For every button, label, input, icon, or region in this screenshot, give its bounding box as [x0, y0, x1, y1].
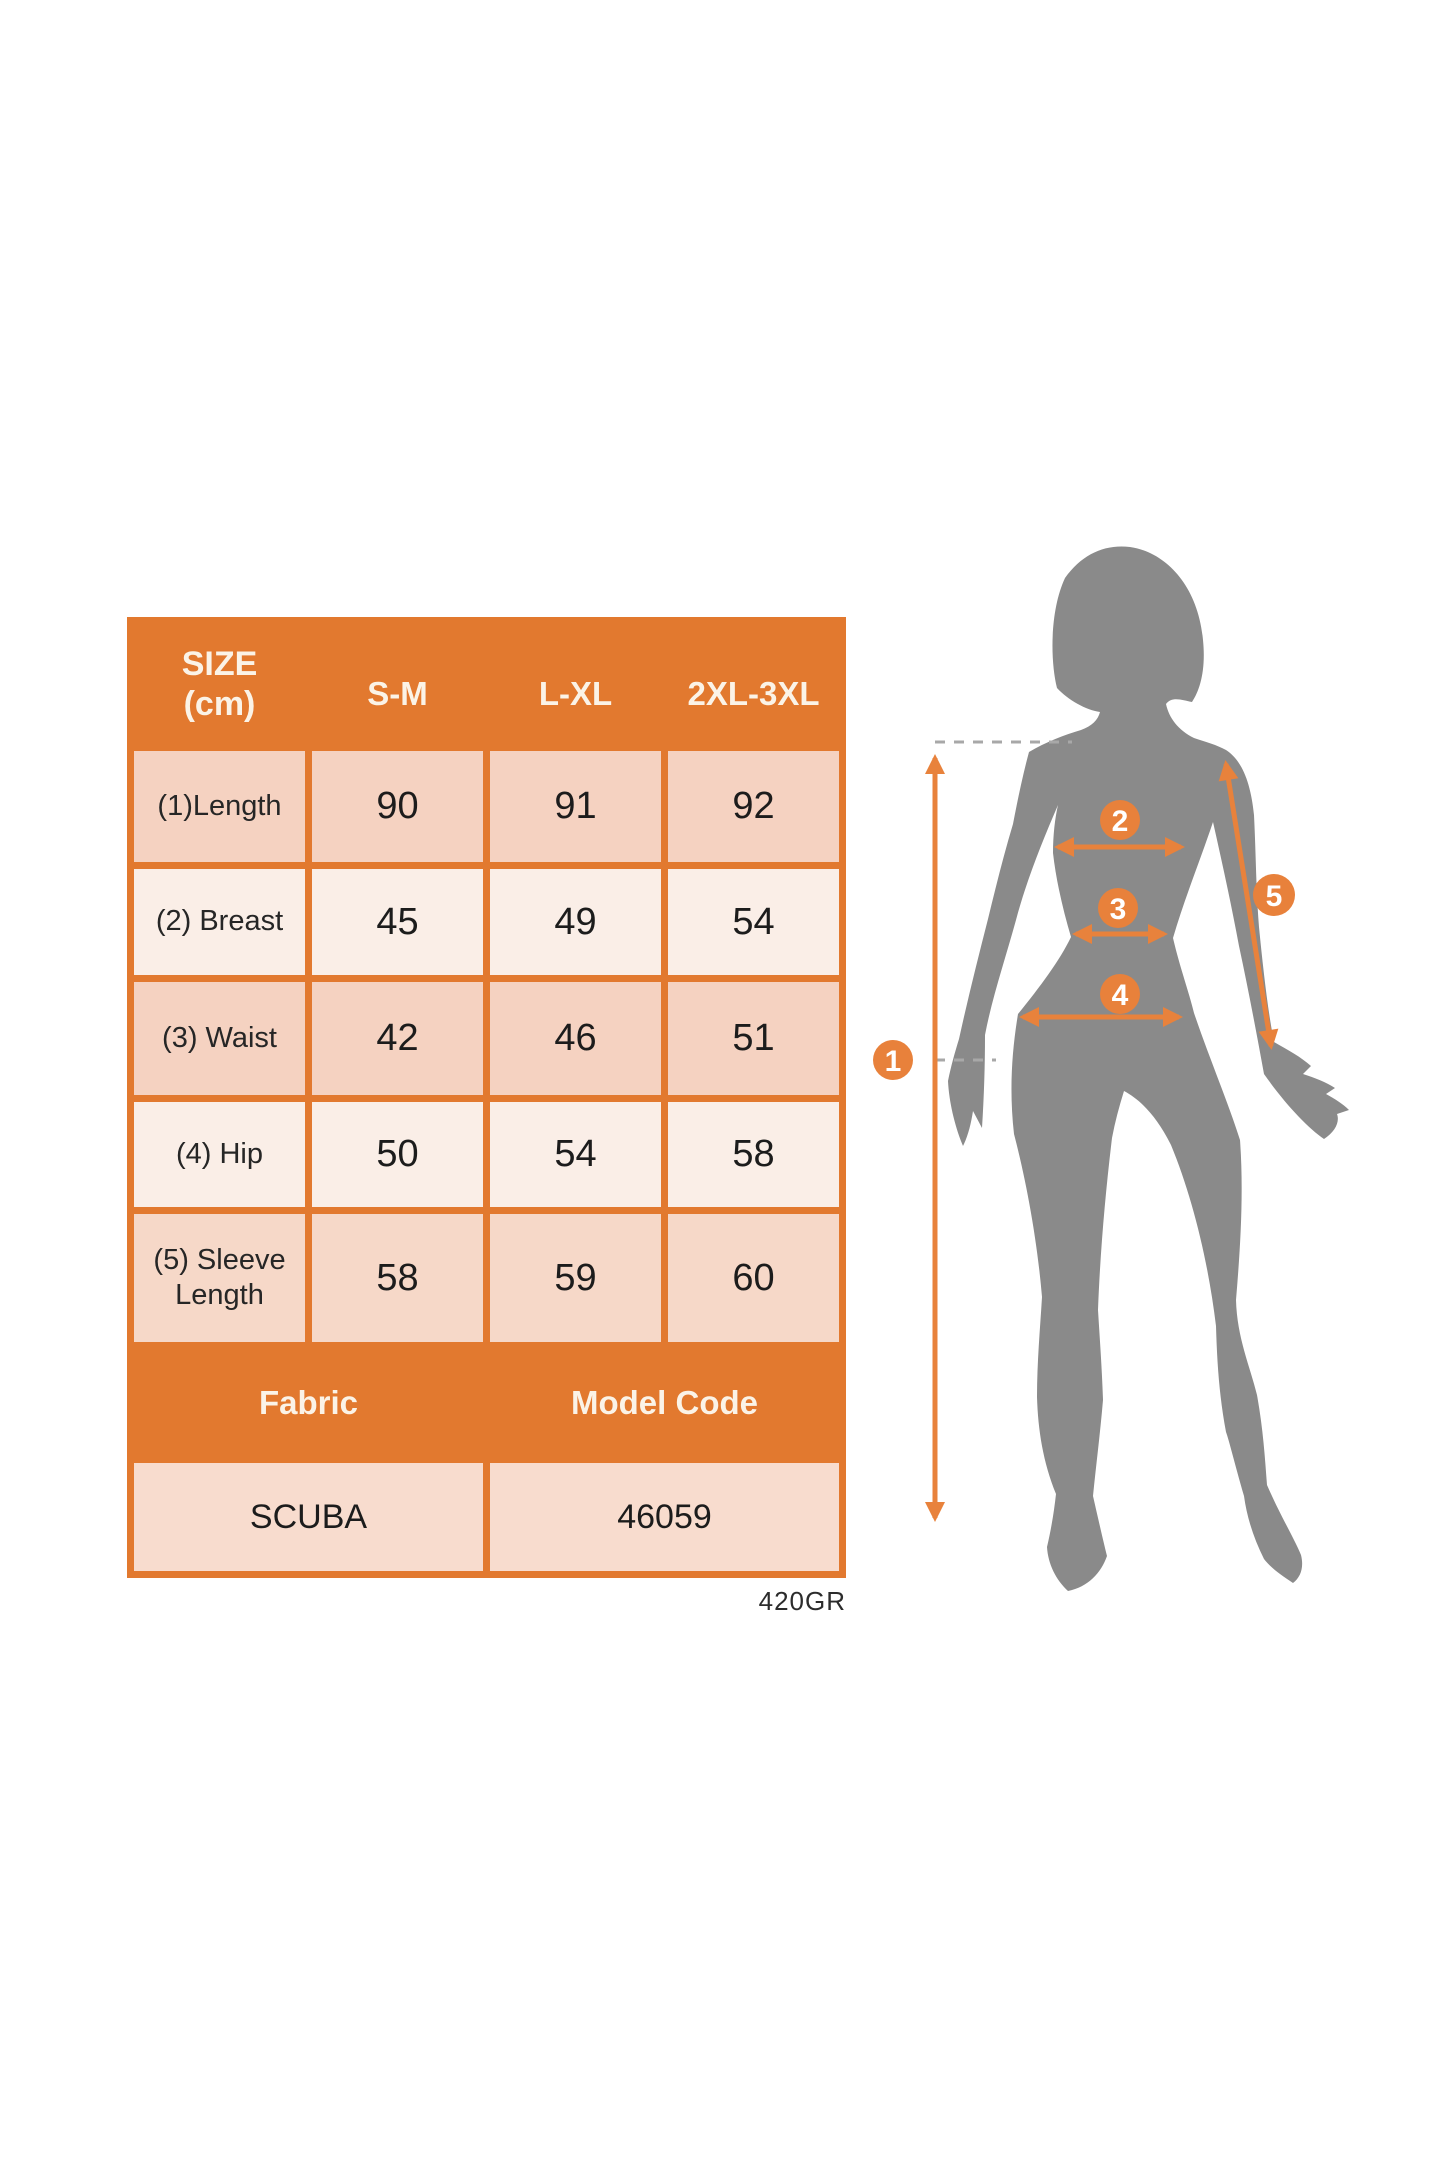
measure-arrow-5-sleeve	[1218, 760, 1279, 1050]
badge-number-4: 4	[1112, 979, 1129, 1012]
header-size-cm: SIZE (cm)	[134, 624, 305, 744]
measurement-figure: 1 2 3 4 5	[873, 546, 1349, 1591]
badge-circle-2	[1100, 800, 1140, 840]
footer-header-model-code: Model Code	[571, 1383, 758, 1421]
badge-number-3: 3	[1110, 893, 1127, 926]
row-label-length: (1)Length	[134, 751, 305, 862]
header-size-line2: (cm)	[183, 685, 256, 723]
footer-value-fabric: SCUBA	[134, 1463, 483, 1571]
cell-waist-l-xl: 46	[490, 982, 661, 1095]
size-chart-table: SIZE (cm) S-M L-XL 2XL-3XL (1)Length 90 …	[127, 617, 846, 1578]
footer-value-model-code: 46059	[490, 1463, 839, 1571]
cell-length-2xl-3xl: 92	[668, 751, 839, 862]
badge-circle-1	[873, 1040, 913, 1080]
cell-sleeve-l-xl: 59	[490, 1214, 661, 1342]
badge-number-5: 5	[1266, 880, 1283, 913]
cell-length-l-xl: 91	[490, 751, 661, 862]
badge-number-1: 1	[885, 1045, 902, 1078]
cell-hip-s-m: 50	[312, 1102, 483, 1207]
badge-number-2: 2	[1112, 805, 1129, 838]
cell-breast-2xl-3xl: 54	[668, 869, 839, 975]
cell-sleeve-s-m: 58	[312, 1214, 483, 1342]
measure-badge-4: 4	[1100, 974, 1140, 1014]
cell-hip-l-xl: 54	[490, 1102, 661, 1207]
header-col-l-xl: L-XL	[538, 675, 613, 712]
cell-hip-2xl-3xl: 58	[668, 1102, 839, 1207]
row-label-breast: (2) Breast	[134, 869, 305, 975]
measure-badge-2: 2	[1100, 800, 1140, 840]
header-col-2xl-3xl: 2XL-3XL	[687, 675, 820, 712]
cell-breast-l-xl: 49	[490, 869, 661, 975]
measure-badge-5: 5	[1253, 874, 1295, 916]
cell-waist-2xl-3xl: 51	[668, 982, 839, 1095]
weight-note: 420GR	[758, 1586, 846, 1616]
row-label-hip: (4) Hip	[134, 1102, 305, 1207]
cell-sleeve-2xl-3xl: 60	[668, 1214, 839, 1342]
footer-header-fabric: Fabric	[258, 1383, 359, 1421]
measure-badge-3: 3	[1098, 888, 1138, 928]
header-size-line1: SIZE	[181, 644, 258, 683]
row-label-waist: (3) Waist	[134, 982, 305, 1095]
row-label-sleeve-length: (5) Sleeve Length	[134, 1214, 305, 1342]
cell-waist-s-m: 42	[312, 982, 483, 1095]
header-col-s-m: S-M	[367, 675, 428, 712]
cell-length-s-m: 90	[312, 751, 483, 862]
cell-breast-s-m: 45	[312, 869, 483, 975]
figure-silhouette	[948, 546, 1349, 1591]
measure-badge-1: 1	[873, 1040, 913, 1080]
badge-circle-5	[1253, 874, 1295, 916]
badge-circle-4	[1100, 974, 1140, 1014]
badge-circle-3	[1098, 888, 1138, 928]
